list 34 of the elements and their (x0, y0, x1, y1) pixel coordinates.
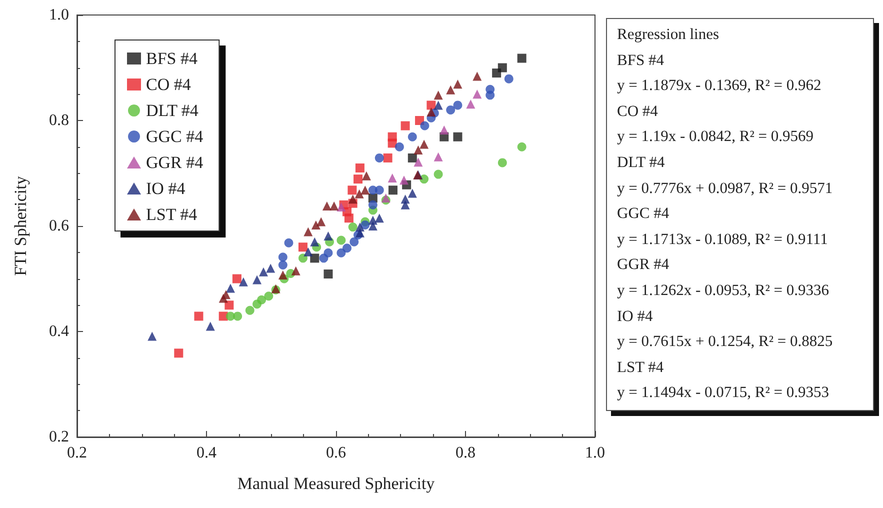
y-tick-label: 0.4 (49, 323, 69, 340)
text: Regression lines (617, 25, 720, 45)
legend-label: IO #4 (146, 179, 186, 198)
y-tick-label: 0.2 (49, 428, 69, 446)
text: IO #4 (617, 306, 654, 327)
text: y = 1.1713x - 0.1089, R² = 0.9111 (617, 230, 829, 250)
legend-label: CO #4 (146, 75, 192, 94)
x-tick-label: 0.6 (326, 444, 346, 462)
text: GGR #4 (617, 255, 670, 276)
x-tick-label: 0.8 (456, 444, 476, 462)
text: y = 0.7776x + 0.0987, R² = 0.9571 (617, 178, 834, 199)
legend-label: BFS #4 (146, 49, 198, 68)
legend-label: LST #4 (146, 205, 198, 224)
text: y = 1.1494x - 0.0715, R² = 0.9353 (617, 383, 830, 404)
text: LST #4 (617, 358, 665, 378)
legend-label: GGC #4 (146, 127, 204, 146)
legend-label: DLT #4 (146, 101, 199, 120)
y-tick-label: 0.6 (49, 218, 69, 234)
text: BFS #4 (617, 50, 665, 71)
legend-label: GGR #4 (146, 153, 204, 172)
x-tick-label: 0.4 (196, 444, 216, 462)
text: GGC #4 (617, 204, 670, 224)
text: y = 1.1262x - 0.0953, R² = 0.9336 (617, 280, 830, 301)
text: y = 1.1879x - 0.1369, R² = 0.962 (617, 76, 822, 96)
y-tick-label: 0.8 (49, 112, 69, 129)
text: y = 0.7615x + 0.1254, R² = 0.8825 (617, 332, 834, 352)
y-axis-title: FTI Sphericity (11, 176, 30, 276)
text: DLT #4 (617, 152, 666, 173)
x-axis-title: Manual Measured Sphericity (237, 474, 436, 493)
text: CO #4 (617, 102, 659, 122)
x-tick-label: 1.0 (585, 444, 605, 462)
y-tick-label: 1.0 (49, 6, 69, 24)
x-tick-label: 0.2 (67, 444, 87, 462)
text: y = 1.19x - 0.0842, R² = 0.9569 (617, 127, 815, 148)
